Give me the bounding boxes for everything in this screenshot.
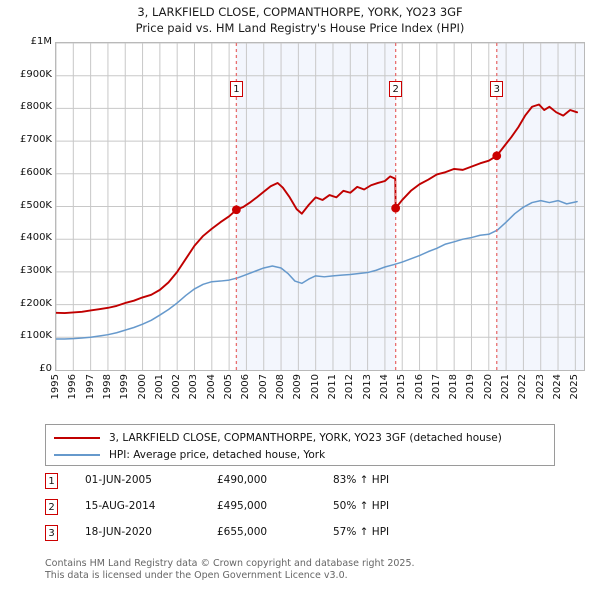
chart-marker-badge-2: 2: [389, 81, 403, 97]
legend-swatch-line: [54, 436, 100, 439]
x-tick-label: 2001: [153, 374, 165, 400]
transaction-number-badge: 1: [45, 473, 58, 489]
transaction-hpi-delta: 50% ↑ HPI: [333, 500, 390, 512]
transaction-row: 1 01-JUN-2005 £490,000 83% ↑ HPI: [45, 472, 565, 498]
x-tick-label: 2002: [171, 374, 183, 400]
legend-item-1: HPI: Average price, detached house, York: [54, 446, 546, 463]
legend-label: HPI: Average price, detached house, York: [109, 448, 326, 461]
legend-swatch-line: [54, 453, 100, 456]
transaction-point-2[interactable]: [391, 203, 401, 213]
transaction-price: £655,000: [217, 526, 268, 538]
y-tick-label: £800K: [19, 101, 52, 113]
x-tick-label: 2021: [500, 374, 512, 400]
x-tick-label: 1996: [67, 374, 79, 400]
series-line-hpi: [56, 199, 578, 340]
y-tick-label: £300K: [19, 264, 52, 276]
x-tick-label: 2004: [205, 374, 217, 400]
footer-attribution: Contains HM Land Registry data © Crown c…: [45, 558, 585, 581]
x-tick-label: 2006: [240, 374, 252, 400]
x-tick-label: 2024: [552, 374, 564, 400]
title-line-2: Price paid vs. HM Land Registry's House …: [135, 21, 465, 35]
transaction-number-badge: 2: [45, 499, 58, 515]
x-tick-label: 2020: [482, 374, 494, 400]
transaction-point-3[interactable]: [492, 151, 502, 161]
transaction-date: 01-JUN-2005: [85, 474, 152, 486]
legend-label: 3, LARKFIELD CLOSE, COPMANTHORPE, YORK, …: [109, 431, 502, 444]
transaction-row: 3 18-JUN-2020 £655,000 57% ↑ HPI: [45, 524, 565, 550]
title-line-1: 3, LARKFIELD CLOSE, COPMANTHORPE, YORK, …: [137, 5, 463, 19]
chart-marker-badge-1: 1: [229, 81, 243, 97]
transaction-price: £490,000: [217, 474, 268, 486]
x-tick-label: 2008: [275, 374, 287, 400]
x-tick-label: 2003: [188, 374, 200, 400]
x-tick-label: 2017: [430, 374, 442, 400]
transaction-hpi-delta: 57% ↑ HPI: [333, 526, 390, 538]
x-tick-label: 1995: [50, 374, 61, 400]
x-tick-label: 2019: [465, 374, 477, 400]
chart-marker-badge-3: 3: [490, 81, 504, 97]
y-tick-label: £900K: [19, 68, 52, 80]
y-tick-label: £200K: [19, 297, 52, 309]
footer-line-1: Contains HM Land Registry data © Crown c…: [45, 558, 415, 569]
transaction-date: 15-AUG-2014: [85, 500, 156, 512]
x-tick-label: 2007: [257, 374, 269, 400]
x-tick-label: 2011: [326, 374, 338, 400]
transaction-number-badge: 3: [45, 525, 58, 541]
x-tick-label: 2000: [136, 374, 148, 400]
y-tick-label: £100K: [19, 330, 52, 342]
x-tick-label: 2005: [223, 374, 235, 400]
y-tick-label: £600K: [19, 166, 52, 178]
x-tick-label: 2012: [344, 374, 356, 400]
transaction-row: 2 15-AUG-2014 £495,000 50% ↑ HPI: [45, 498, 565, 524]
x-tick-label: 2018: [448, 374, 460, 400]
x-tick-label: 2010: [309, 374, 321, 400]
chart-legend: 3, LARKFIELD CLOSE, COPMANTHORPE, YORK, …: [45, 424, 555, 466]
x-tick-label: 1999: [119, 374, 131, 400]
y-tick-label: £1M: [30, 36, 52, 47]
x-tick-label: 2023: [534, 374, 546, 400]
transaction-date: 18-JUN-2020: [85, 526, 152, 538]
transaction-point-1[interactable]: [231, 205, 241, 215]
x-tick-label: 1998: [101, 374, 113, 400]
x-tick-label: 2025: [569, 374, 581, 400]
x-tick-label: 2022: [517, 374, 529, 400]
y-tick-label: £400K: [19, 232, 52, 244]
chart-svg: [56, 43, 584, 370]
x-tick-label: 2015: [396, 374, 408, 400]
y-tick-label: £700K: [19, 134, 52, 146]
x-tick-label: 2014: [378, 374, 390, 400]
transaction-price: £495,000: [217, 500, 268, 512]
x-tick-label: 1997: [84, 374, 96, 400]
x-tick-label: 2009: [292, 374, 304, 400]
chart-plot-area: 1 2 3: [55, 42, 585, 371]
legend-item-0: 3, LARKFIELD CLOSE, COPMANTHORPE, YORK, …: [54, 429, 546, 446]
transactions-table: 1 01-JUN-2005 £490,000 83% ↑ HPI 2 15-AUG-201…: [45, 472, 565, 550]
y-tick-label: £500K: [19, 199, 52, 211]
page-title: 3, LARKFIELD CLOSE, COPMANTHORPE, YORK, …: [0, 4, 600, 36]
transaction-hpi-delta: 83% ↑ HPI: [333, 474, 390, 486]
x-tick-label: 2013: [361, 374, 373, 400]
x-tick-label: 2016: [413, 374, 425, 400]
y-axis-labels: £0 £100K £200K £300K £400K £500K £600K £700K £80…: [0, 36, 52, 374]
x-axis-labels: 1995 1996 1997 1998 1999 2000 2001 2002 2003 2004…: [50, 374, 587, 418]
footer-line-2: This data is licensed under the Open Gov…: [45, 569, 348, 581]
y-tick-label: £0: [39, 363, 52, 374]
